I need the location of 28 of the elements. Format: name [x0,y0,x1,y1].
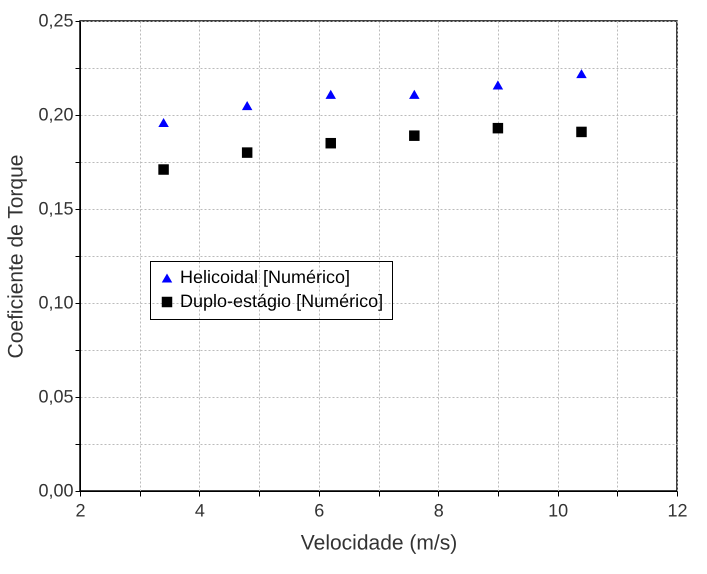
point [492,122,504,134]
y-tick-label: 0,05 [38,386,74,406]
y-tick-label: 0,00 [38,480,74,500]
x-tick-label: 2 [75,500,86,520]
point [158,118,169,128]
x-tick-label: 8 [434,500,444,520]
y-tick-label: 0,25 [38,10,74,30]
point [409,90,420,99]
x-tick-label: 4 [194,500,205,520]
y-tick-label: 0,10 [38,292,74,312]
x-axis-title: Velocidade (m/s) [300,532,458,554]
point [158,164,169,175]
point [409,130,420,141]
legend-label: Helicoidal [Numérico] [180,267,350,287]
x-tick-label: 10 [548,500,568,520]
x-tick-label: 12 [667,500,688,520]
point [325,90,336,99]
x-tick-label: 6 [314,500,324,520]
point [325,138,336,148]
point [242,147,252,158]
legend-label: Duplo-estágio [Numérico] [180,291,384,311]
point [576,69,587,78]
y-tick-label: 0,15 [38,198,74,218]
point [492,80,504,90]
y-axis-title: Coeficiente de Torque [4,154,28,358]
point [576,126,587,138]
point [242,101,252,110]
y-tick-label: 0,20 [38,104,74,124]
